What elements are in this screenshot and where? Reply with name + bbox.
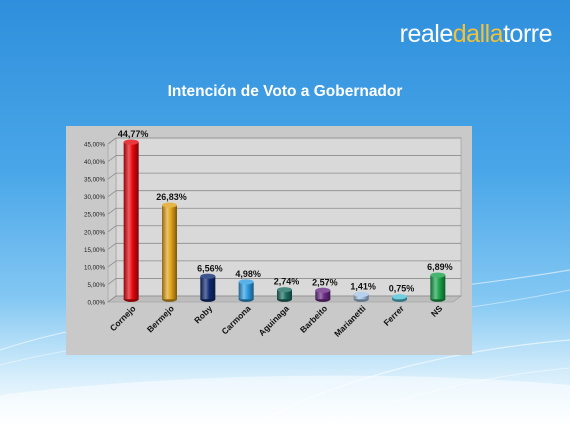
bar-top (123, 139, 139, 145)
bar-top (392, 294, 407, 300)
brand-part2: dalla (452, 20, 504, 48)
bar-chart: 0,00% 5,00% 10,00% 15,00% 20,00% 25,00% 30,00%… (66, 126, 472, 355)
gridline-side (107, 207, 117, 215)
gridline-side (107, 295, 117, 303)
gridline-side (107, 137, 117, 145)
y-tick-label: 40,00% (84, 159, 105, 166)
data-label: 0,75% (389, 284, 415, 294)
brand-logo: realedallatorre (399, 20, 553, 49)
data-label: 6,56% (197, 263, 223, 273)
brand-part3: torre (503, 20, 552, 48)
y-tick-label: 35,00% (84, 177, 105, 184)
bar (315, 290, 331, 300)
bar-top (238, 279, 254, 285)
y-tick-label: 30,00% (84, 194, 105, 201)
y-tick-label: 15,00% (84, 247, 105, 254)
bar (277, 289, 292, 300)
data-label: 44,77% (118, 129, 149, 139)
data-label: 4,98% (235, 269, 261, 279)
bar-top (430, 272, 446, 278)
bar-top (353, 291, 369, 297)
bar (430, 275, 446, 300)
data-label: 2,74% (274, 277, 300, 287)
y-tick-label: 20,00% (84, 229, 105, 236)
gridline-side (107, 243, 117, 250)
bar-top (200, 273, 216, 279)
y-tick-label: 0,00% (87, 300, 105, 307)
y-tick-label: 5,00% (87, 282, 105, 289)
bar-top (162, 202, 177, 208)
gridline-side (107, 190, 117, 197)
data-label: 26,83% (156, 192, 187, 202)
bar-top (315, 287, 331, 293)
y-tick-label: 10,00% (84, 264, 105, 271)
bar-top (277, 287, 292, 293)
y-tick-label: 45,00% (84, 142, 105, 149)
gridline-side (107, 278, 117, 285)
data-label: 2,57% (312, 277, 338, 287)
gridline-side (107, 155, 117, 162)
gridline-side (107, 225, 117, 233)
slide-title: Intención de Voto a Gobernador (167, 83, 403, 100)
data-label: 6,89% (427, 262, 453, 272)
bar (162, 205, 177, 300)
bar (238, 281, 254, 300)
plot-side-wall (107, 137, 117, 303)
data-label: 1,41% (350, 281, 376, 291)
y-tick-label: 25,00% (84, 212, 105, 219)
bar (123, 142, 139, 300)
brand-part1: reale (399, 20, 454, 48)
gridline-side (107, 172, 117, 180)
bar (200, 276, 216, 300)
gridline-side (107, 260, 117, 268)
